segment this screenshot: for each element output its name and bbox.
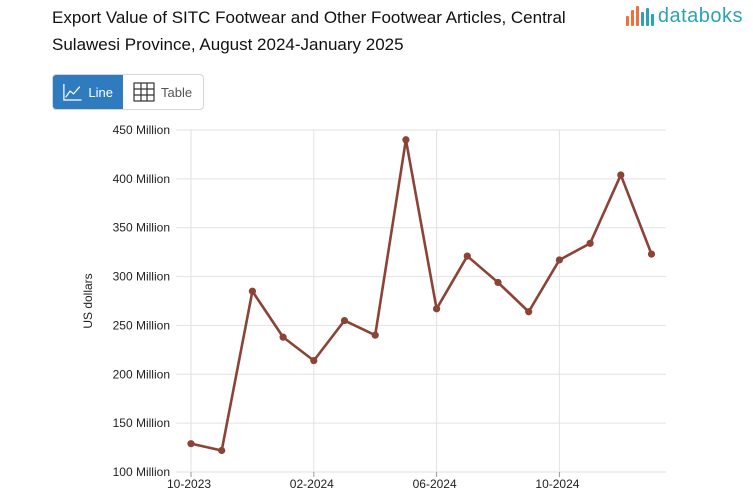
line-chart-icon (63, 84, 82, 101)
table-view-label: Table (161, 84, 193, 100)
logo-bar (640, 12, 644, 26)
data-point[interactable] (433, 305, 441, 313)
logo-bar (625, 16, 629, 26)
x-tick-label: 10-2024 (535, 477, 579, 491)
y-tick-label: 150 Million (113, 416, 170, 430)
table-grid-icon (133, 82, 155, 102)
logo-text: databoks (657, 4, 743, 27)
data-point[interactable] (463, 252, 471, 260)
data-point[interactable] (586, 239, 594, 247)
y-tick-label: 200 Million (113, 367, 170, 381)
x-tick-label: 06-2024 (413, 477, 457, 491)
data-point[interactable] (310, 357, 318, 365)
logo-bar (645, 8, 649, 26)
line-view-label: Line (88, 84, 113, 100)
x-axis: 10-2023 02-2024 06-2024 10-2024 (167, 472, 580, 491)
table-view-button[interactable]: Table (123, 75, 202, 109)
databoks-logo[interactable]: databoks (625, 4, 743, 28)
series-path (190, 138, 653, 452)
data-point[interactable] (494, 278, 502, 287)
x-tick-label: 10-2023 (167, 477, 211, 491)
y-tick-label: 250 Million (113, 318, 170, 332)
data-point[interactable] (187, 440, 195, 448)
logo-bar (630, 10, 634, 26)
y-tick-label: 400 Million (113, 172, 170, 186)
data-point[interactable] (218, 446, 226, 455)
logo-bars-icon (625, 6, 654, 26)
y-tick-label: 100 Million (113, 465, 170, 479)
data-point[interactable] (555, 256, 564, 264)
logo-bar (650, 14, 654, 26)
data-point[interactable] (525, 308, 533, 316)
y-axis-title: US dollars (81, 273, 95, 328)
series-line (187, 136, 656, 455)
data-point[interactable] (647, 250, 656, 258)
data-point[interactable] (340, 316, 349, 325)
y-tick-label: 300 Million (113, 270, 170, 284)
x-tick-label: 02-2024 (290, 477, 334, 491)
view-toggle: Line Table (52, 74, 204, 110)
data-point[interactable] (279, 333, 287, 341)
line-view-button[interactable]: Line (53, 75, 123, 109)
data-point[interactable] (617, 171, 625, 179)
y-axis: 100 Million 150 Million 200 Million 250 Mil… (113, 123, 170, 479)
data-point[interactable] (402, 136, 410, 144)
logo-bar (635, 6, 639, 26)
y-tick-label: 350 Million (113, 221, 170, 235)
y-tick-label: 450 Million (113, 123, 170, 137)
data-point[interactable] (248, 287, 256, 295)
chart-title: Export Value of SITC Footwear and Other … (52, 8, 566, 54)
data-point[interactable] (371, 331, 379, 339)
